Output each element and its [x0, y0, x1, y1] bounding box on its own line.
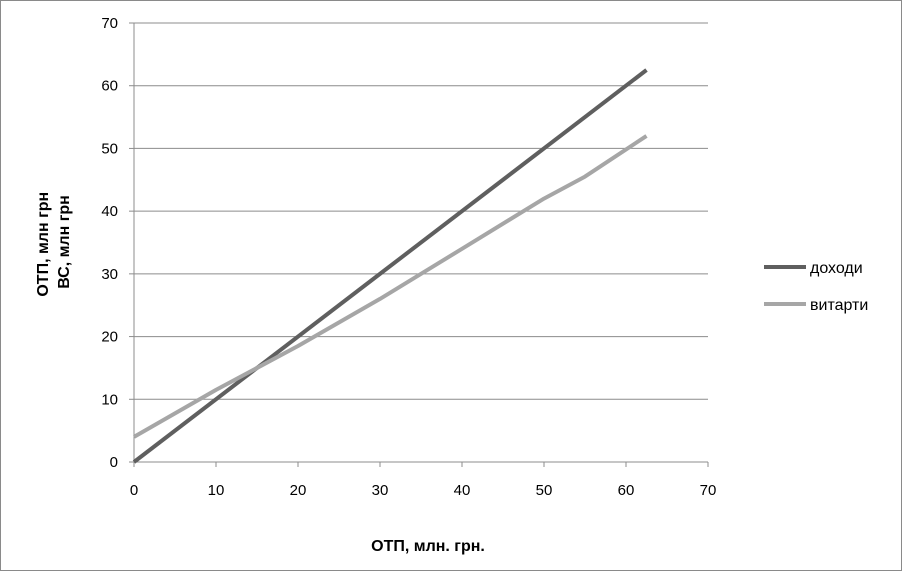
- series-lines: [132, 68, 648, 464]
- y-axis-title-line-2: ВС, млн грн: [56, 195, 73, 289]
- x-tick-label: 10: [208, 482, 225, 499]
- axes: [129, 22, 709, 467]
- x-axis-title: ОТП, млн. грн.: [371, 538, 485, 555]
- legend-label-0: доходи: [810, 260, 863, 277]
- y-axis-title-line-1: ОТП, млн грн: [35, 192, 52, 297]
- y-axis-title: ОТП, млн грн ВС, млн грн: [35, 187, 73, 296]
- series-line-1: [133, 134, 648, 439]
- y-tick-label: 10: [101, 391, 118, 408]
- y-tick-label: 0: [110, 454, 118, 471]
- gridlines: [134, 22, 708, 400]
- y-tick-label: 70: [101, 15, 118, 32]
- y-tick-label: 60: [101, 78, 118, 95]
- x-tick-label: 50: [536, 482, 553, 499]
- y-tick-label: 30: [101, 266, 118, 283]
- x-tick-label: 70: [700, 482, 717, 499]
- tick-labels: 0 10 20 30 40 50 60 70 0 10 20 30 40 50 60 70: [101, 15, 716, 499]
- y-tick-label: 40: [101, 203, 118, 220]
- legend-label-1: витарти: [810, 297, 868, 314]
- x-tick-label: 0: [130, 482, 138, 499]
- x-tick-label: 40: [454, 482, 471, 499]
- x-tick-label: 20: [290, 482, 307, 499]
- y-tick-label: 20: [101, 329, 118, 346]
- x-tick-label: 30: [372, 482, 389, 499]
- legend: доходи витарти: [764, 260, 868, 314]
- y-tick-label: 50: [101, 140, 118, 157]
- x-tick-label: 60: [618, 482, 635, 499]
- series-line-0: [132, 68, 648, 464]
